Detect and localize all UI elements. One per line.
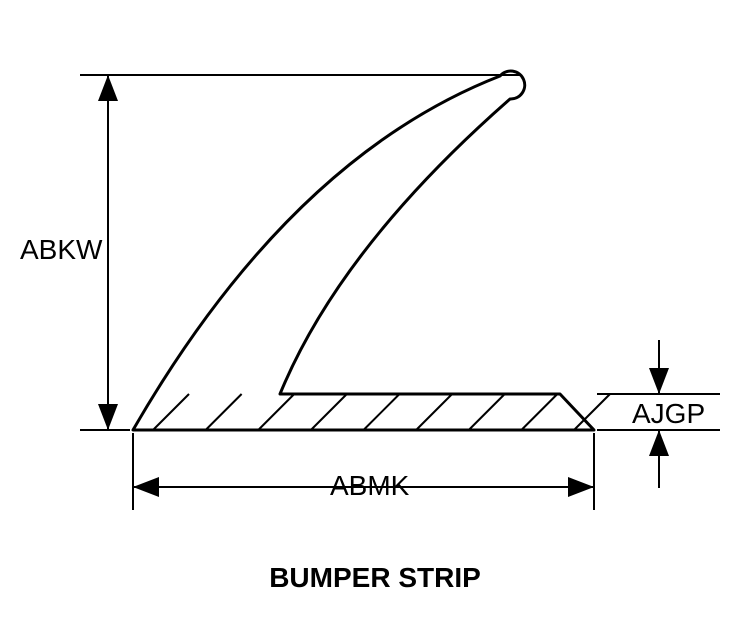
dimension-layer [80,75,720,510]
diagram-stage: ABKW ABMK AJGP BUMPER STRIP [0,0,750,630]
dimension-label-ajgp: AJGP [632,398,705,430]
figure-caption: BUMPER STRIP [0,562,750,594]
dimension-label-abmk: ABMK [330,470,409,502]
dimension-label-abkw: ABKW [20,234,102,266]
shape-outline-layer [133,71,594,430]
bumper-strip-drawing [0,0,750,630]
hatch-layer [153,394,610,430]
